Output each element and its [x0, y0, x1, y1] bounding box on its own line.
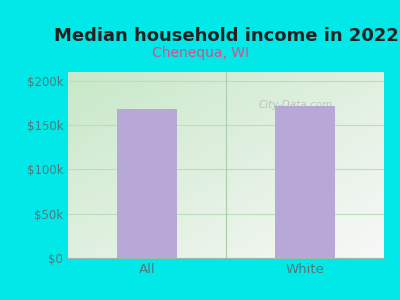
Text: City-Data.com: City-Data.com: [258, 100, 332, 110]
Bar: [117, 109, 177, 258]
Title: Median household income in 2022: Median household income in 2022: [54, 27, 398, 45]
Bar: [275, 106, 335, 258]
Text: Chenequa, WI: Chenequa, WI: [152, 46, 248, 61]
